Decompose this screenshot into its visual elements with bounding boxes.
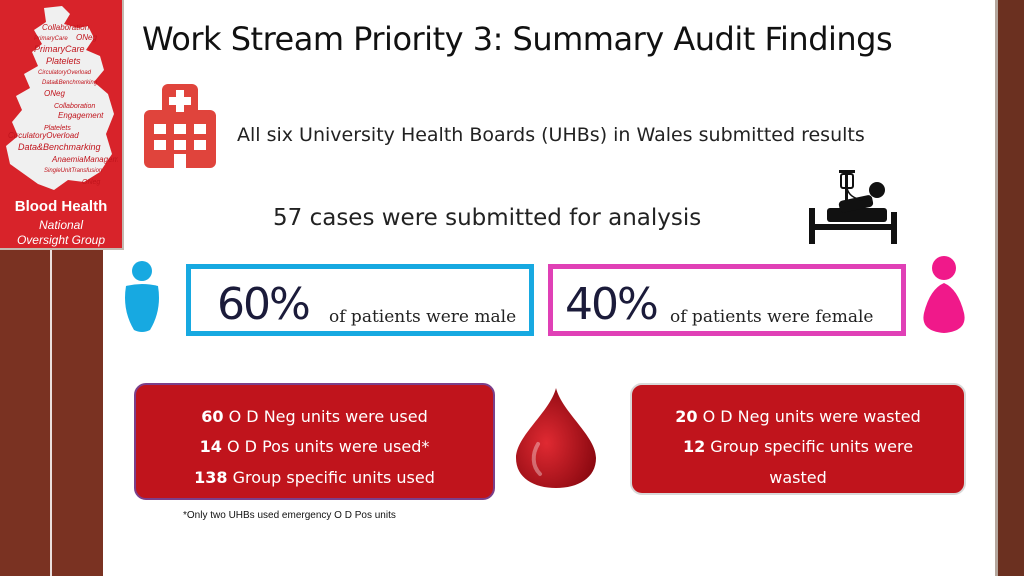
page-title: Work Stream Priority 3: Summary Audit Fi… [142, 20, 893, 58]
units-used-line: 138 Group specific units used [194, 468, 435, 487]
svg-text:CirculatoryOverload: CirculatoryOverload [8, 131, 79, 140]
svg-text:Collaboration: Collaboration [54, 103, 95, 110]
svg-text:Platelets: Platelets [44, 125, 71, 132]
svg-text:PrimaryCare: PrimaryCare [34, 44, 85, 54]
male-percentage-label: of patients were male [329, 307, 517, 327]
svg-text:Data&Benchmarking: Data&Benchmarking [18, 142, 101, 152]
female-percentage-box: 40% of patients were female [548, 264, 906, 336]
svg-text:CirculatoryOverload: CirculatoryOverload [38, 70, 92, 76]
svg-text:Collaboration: Collaboration [42, 23, 90, 32]
svg-text:PrimaryCare: PrimaryCare [34, 36, 68, 42]
svg-text:ONeg: ONeg [44, 89, 65, 98]
male-percentage: 60% [217, 279, 311, 330]
svg-text:Platelets: Platelets [46, 56, 81, 66]
blood-drop-icon [516, 388, 596, 488]
units-wasted-line: 12 Group specific units were [682, 437, 914, 456]
uhb-statement: All six University Health Boards (UHBs) … [237, 124, 865, 146]
footnote: *Only two UHBs used emergency O D Pos un… [183, 510, 396, 521]
male-person-icon [125, 261, 159, 332]
units-used-panel: 60 O D Neg units were used 14 O D Pos un… [134, 383, 495, 500]
units-used-line: 60 O D Neg units were used [201, 407, 428, 426]
units-wasted-panel: 20 O D Neg units were wasted 12 Group sp… [630, 383, 966, 495]
units-wasted-line: 20 O D Neg units were wasted [675, 407, 921, 426]
svg-text:AnaemiaManagement: AnaemiaManagement [51, 155, 118, 164]
svg-text:ONeg: ONeg [82, 179, 100, 186]
units-used-line: 14 O D Pos units were used* [199, 437, 430, 456]
right-decorative-strip [995, 0, 1024, 576]
cases-statement: 57 cases were submitted for analysis [273, 205, 702, 231]
hospital-icon [144, 84, 216, 168]
female-percentage-label: of patients were female [670, 307, 874, 327]
hospital-bed-icon [809, 170, 897, 244]
female-person-icon [923, 256, 965, 333]
svg-text:Engagement: Engagement [58, 111, 104, 120]
logo-title: Blood Health [14, 198, 108, 215]
blood-health-logo: Collaboration PrimaryCare ONeg PrimaryCa… [0, 0, 124, 250]
female-percentage: 40% [565, 279, 659, 330]
logo-subtitle-line1: National [38, 218, 84, 232]
male-percentage-box: 60% of patients were male [186, 264, 534, 336]
wales-word-cloud-map-icon: Collaboration PrimaryCare ONeg PrimaryCa… [6, 6, 118, 190]
svg-text:Data&Benchmarking: Data&Benchmarking [42, 80, 98, 86]
strip-divider-line [50, 250, 52, 576]
svg-text:SingleUnitTransfusion: SingleUnitTransfusion [44, 168, 103, 174]
units-wasted-line: wasted [769, 468, 827, 487]
svg-text:ONeg: ONeg [76, 33, 97, 42]
right-strip-edge [995, 0, 998, 576]
logo-subtitle-line2: Oversight Group [16, 233, 106, 247]
